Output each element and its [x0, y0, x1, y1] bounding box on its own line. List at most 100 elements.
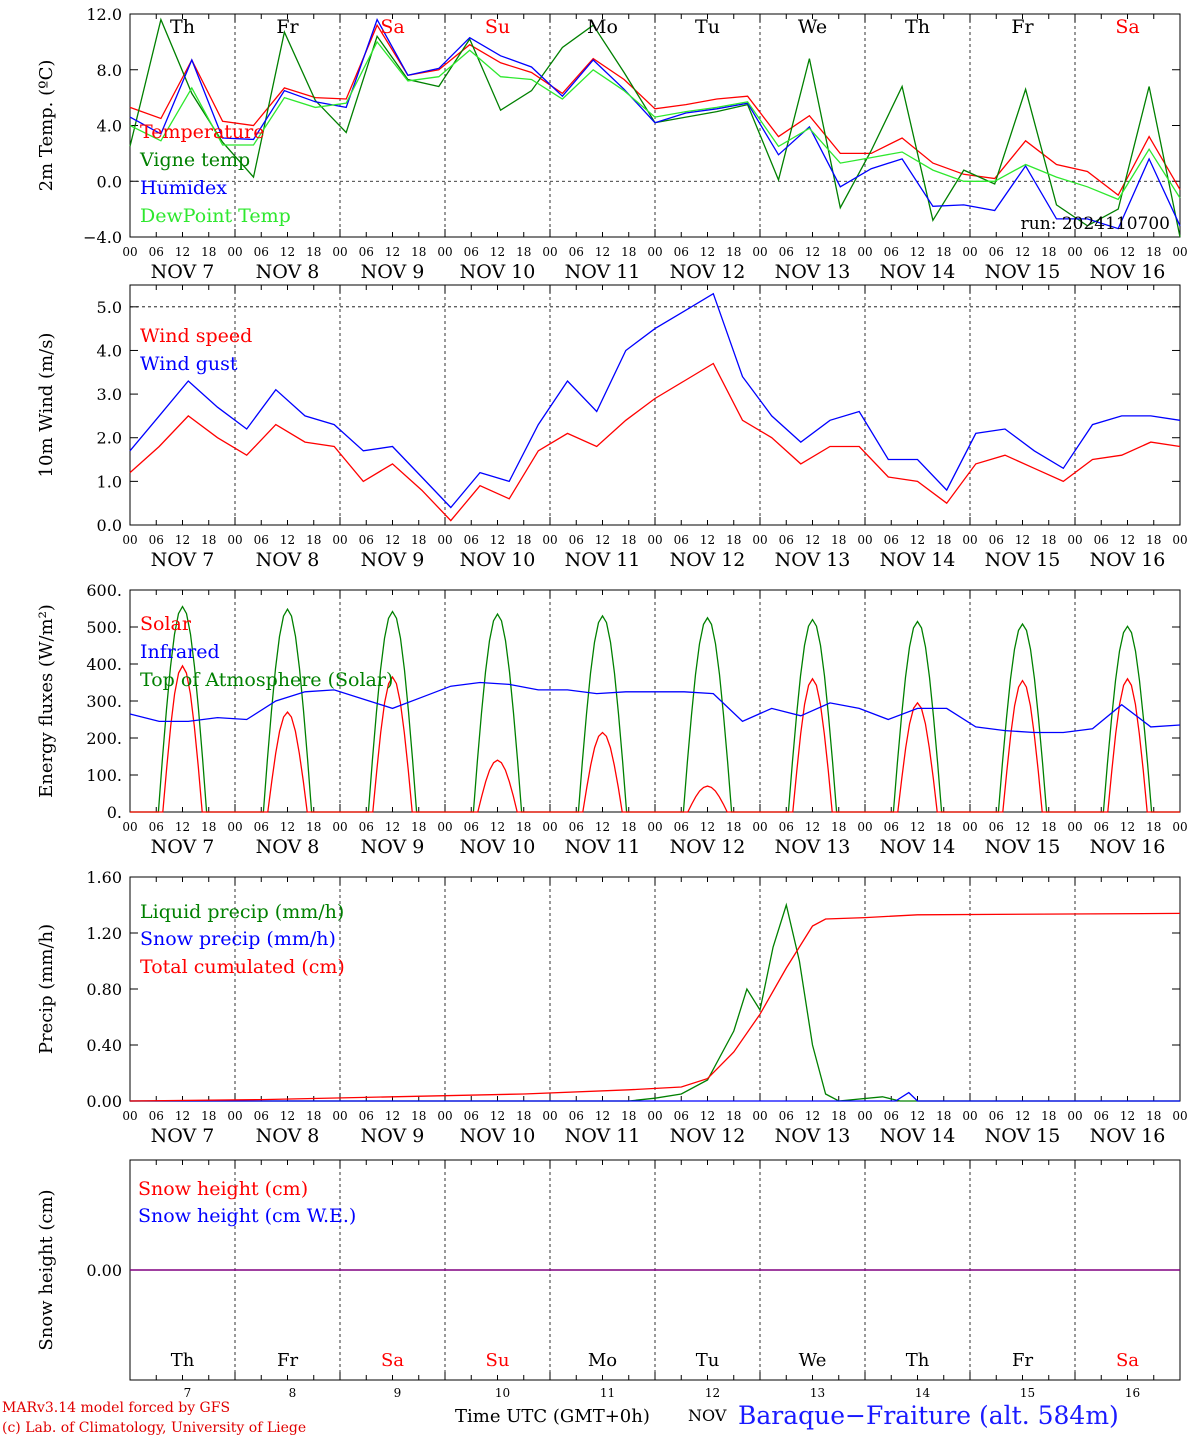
- hour-tick-label: 00: [1172, 1109, 1187, 1123]
- hour-tick-label: 00: [647, 533, 662, 547]
- hour-tick-label: 18: [1146, 820, 1161, 834]
- hour-tick-label: 06: [674, 820, 689, 834]
- legend-entry: Humidex: [140, 177, 227, 199]
- hour-tick-label: 18: [201, 1109, 216, 1123]
- date-label: NOV 16: [1090, 549, 1166, 571]
- hour-tick-label: 12: [1120, 1109, 1135, 1123]
- hour-tick-label: 00: [122, 533, 137, 547]
- legend-entry: Solar: [140, 613, 192, 635]
- legend-entry: Liquid precip (mm/h): [140, 901, 344, 923]
- legend-entry: Temperature: [140, 121, 264, 143]
- hour-tick-label: 06: [569, 533, 584, 547]
- hour-tick-label: 06: [884, 245, 899, 259]
- date-label: NOV 15: [985, 549, 1061, 571]
- date-label: NOV 12: [670, 836, 746, 858]
- hour-tick-label: 00: [332, 820, 347, 834]
- panel-frame: [129, 13, 1181, 238]
- hour-tick-label: 00: [332, 533, 347, 547]
- hour-tick-label: 12: [490, 1109, 505, 1123]
- hour-tick-label: 06: [464, 1109, 479, 1123]
- hour-tick-label: 12: [1120, 820, 1135, 834]
- weekday-label: We: [799, 1350, 827, 1371]
- hour-tick-label: 18: [1146, 533, 1161, 547]
- hour-tick-label: 06: [359, 820, 374, 834]
- hour-tick-label: 12: [490, 820, 505, 834]
- hour-tick-label: 06: [569, 1109, 584, 1123]
- date-label: NOV 7: [151, 261, 215, 283]
- hour-tick-label: 00: [962, 820, 977, 834]
- hour-tick-label: 18: [411, 1109, 426, 1123]
- hour-tick-label: 06: [989, 245, 1004, 259]
- hour-tick-label: 00: [752, 820, 767, 834]
- date-label: NOV 9: [361, 1125, 425, 1147]
- y-tick-label: 4.0: [97, 341, 122, 360]
- hour-tick-label: 00: [227, 533, 242, 547]
- date-label: NOV 13: [775, 261, 851, 283]
- y-tick-label: 100.: [86, 766, 122, 785]
- precip-series-line: [130, 1091, 1180, 1102]
- hour-tick-label: 18: [516, 1109, 531, 1123]
- hour-tick-label: 00: [857, 820, 872, 834]
- hour-tick-label: 06: [1094, 820, 1109, 834]
- hour-tick-label: 18: [936, 820, 951, 834]
- weekday-label: Sa: [1115, 16, 1139, 38]
- y-tick-label: 1.20: [86, 924, 122, 943]
- hour-tick-label: 06: [779, 533, 794, 547]
- date-label: NOV 9: [361, 836, 425, 858]
- hour-tick-label: 12: [490, 533, 505, 547]
- hour-tick-label: 12: [805, 245, 820, 259]
- wind-series-line: [129, 362, 1181, 522]
- hour-tick-label: 00: [857, 533, 872, 547]
- date-number-label: 7: [184, 1386, 192, 1400]
- hour-tick-label: 06: [254, 820, 269, 834]
- hour-tick-label: 06: [149, 1109, 164, 1123]
- legend-entry: Infrared: [140, 641, 220, 663]
- hour-tick-label: 18: [936, 1109, 951, 1123]
- temp-series-line: [129, 18, 1181, 230]
- hour-tick-label: 06: [254, 533, 269, 547]
- hour-tick-label: 18: [411, 245, 426, 259]
- hour-tick-label: 00: [1172, 533, 1187, 547]
- hour-tick-label: 12: [175, 245, 190, 259]
- weekday-label: Sa: [380, 16, 404, 38]
- y-tick-label: 3.0: [97, 385, 122, 404]
- hour-tick-label: 18: [1041, 245, 1056, 259]
- y-tick-label: −4.0: [83, 228, 122, 247]
- y-tick-label: 0.0: [97, 172, 122, 191]
- hour-tick-label: 18: [726, 820, 741, 834]
- hour-tick-label: 12: [700, 245, 715, 259]
- date-label: NOV 11: [565, 836, 641, 858]
- date-label: NOV 7: [151, 836, 215, 858]
- date-label: NOV 11: [565, 1125, 641, 1147]
- date-label: NOV 8: [256, 261, 320, 283]
- date-label: NOV 10: [460, 1125, 536, 1147]
- hour-tick-label: 12: [385, 245, 400, 259]
- hour-tick-label: 12: [805, 533, 820, 547]
- weekday-label: Mo: [587, 16, 618, 38]
- lab-credit: (c) Lab. of Climatology, University of L…: [2, 1420, 307, 1436]
- hour-tick-label: 12: [175, 820, 190, 834]
- date-number-label: 13: [810, 1386, 825, 1400]
- legend-entry: DewPoint Temp: [140, 205, 291, 227]
- hour-tick-label: 18: [306, 533, 321, 547]
- y-tick-label: 200.: [86, 729, 122, 748]
- model-credit: MARv3.14 model forced by GFS: [2, 1400, 231, 1416]
- hour-tick-label: 18: [201, 820, 216, 834]
- hour-tick-label: 06: [674, 245, 689, 259]
- date-number-label: 14: [915, 1386, 931, 1400]
- y-tick-label: 5.0: [97, 298, 122, 317]
- legend-entry: Snow height (cm W.E.): [138, 1205, 356, 1227]
- hour-tick-label: 12: [1015, 1109, 1030, 1123]
- date-label: NOV 8: [256, 836, 320, 858]
- hour-tick-label: 12: [910, 820, 925, 834]
- hour-tick-label: 18: [306, 820, 321, 834]
- date-label: NOV 8: [256, 1125, 320, 1147]
- hour-tick-label: 06: [1094, 1109, 1109, 1123]
- hour-tick-label: 12: [280, 245, 295, 259]
- y-tick-label: 0.00: [86, 1261, 122, 1280]
- date-label: NOV 15: [985, 836, 1061, 858]
- solar-line: [130, 664, 1180, 813]
- hour-tick-label: 06: [149, 820, 164, 834]
- temp-series-line: [129, 23, 1181, 197]
